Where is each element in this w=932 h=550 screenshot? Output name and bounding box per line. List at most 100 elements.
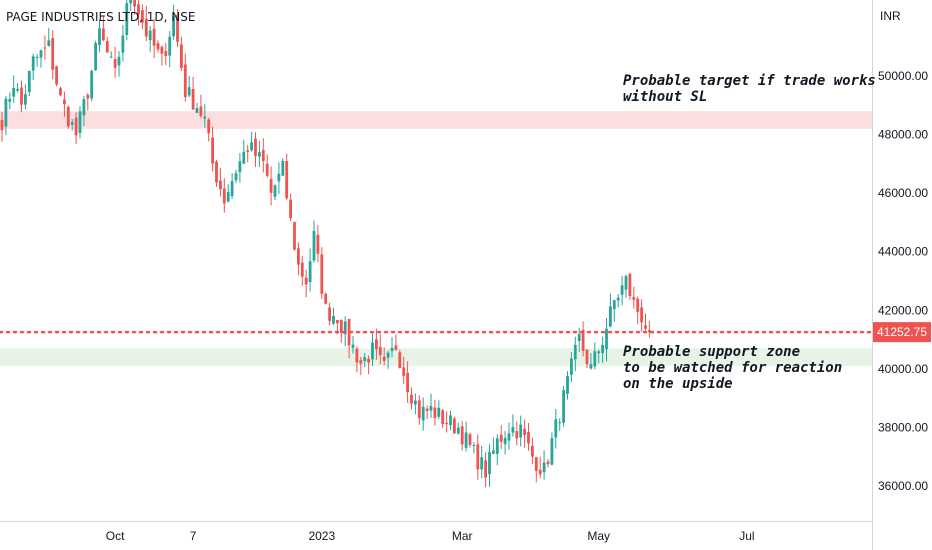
candle-body (304, 277, 308, 285)
candle (601, 336, 604, 364)
candle (351, 336, 355, 354)
candle (550, 432, 554, 466)
candle (293, 221, 296, 251)
target-annotation: Probable target if trade works without S… (623, 73, 876, 105)
candle-body (554, 419, 558, 438)
candle-body (636, 298, 640, 312)
candle (156, 40, 160, 53)
candle (39, 49, 43, 68)
candle (203, 104, 207, 128)
candle (464, 421, 468, 452)
candle (24, 84, 27, 110)
candle-body (441, 410, 445, 424)
candle (109, 51, 113, 59)
candle-body (336, 320, 339, 324)
candle-body (113, 59, 117, 68)
candle (246, 144, 250, 163)
y-tick-label: 44000.00 (878, 245, 928, 259)
candle (320, 247, 324, 299)
candle-body (47, 40, 51, 47)
candle-body (339, 319, 343, 333)
candle-body (109, 56, 113, 58)
candle (234, 169, 238, 184)
candle (355, 346, 359, 373)
candle-body (211, 137, 214, 164)
candle-body (98, 28, 101, 46)
candle-body (460, 426, 464, 445)
candle (577, 328, 581, 352)
candle (449, 410, 452, 431)
candle-body (51, 38, 55, 70)
candle (456, 422, 460, 435)
candle-body (183, 64, 187, 98)
candle (503, 430, 507, 455)
candle-body (273, 185, 277, 197)
y-tick-label: 46000.00 (878, 186, 928, 200)
candle-body (129, 0, 133, 4)
candle (94, 40, 97, 72)
candle-body (121, 35, 125, 53)
candle-body (215, 161, 218, 183)
candle-body (133, 0, 136, 7)
candle (316, 225, 320, 263)
candle-body (632, 296, 636, 300)
candle-body (406, 372, 409, 393)
candle-body (624, 276, 628, 290)
candle-body (445, 422, 448, 425)
candle (113, 46, 117, 78)
candle (55, 65, 58, 87)
candle (269, 166, 273, 206)
candle (585, 349, 589, 368)
candle-body (254, 138, 257, 156)
candle-body (24, 94, 27, 105)
candle-body (456, 427, 460, 434)
candle (609, 293, 612, 328)
candle-body (226, 192, 230, 202)
candle-body (277, 173, 281, 182)
candle (230, 173, 234, 200)
candle-body (82, 99, 86, 116)
candle-body (464, 432, 468, 448)
candle-body (382, 356, 386, 361)
candle (281, 158, 285, 177)
candle (531, 437, 534, 465)
candle (121, 25, 125, 62)
candle-body (355, 348, 359, 363)
candle (433, 399, 437, 426)
candle-body (43, 47, 47, 49)
candle (339, 319, 343, 343)
candle (141, 4, 144, 30)
candle (566, 371, 569, 400)
candle-body (375, 339, 378, 350)
candle-body (176, 14, 179, 42)
candle (277, 162, 281, 195)
candle-body (367, 358, 370, 363)
candle (386, 350, 390, 369)
candle-body (324, 293, 328, 304)
candle-body (378, 346, 382, 355)
candle (511, 414, 515, 437)
candle-body (570, 358, 573, 375)
candle-body (137, 4, 140, 15)
candle-body (156, 43, 160, 50)
candle-body (449, 415, 452, 426)
candle (160, 45, 164, 66)
candle-body (172, 16, 175, 37)
candle (492, 437, 495, 455)
candle (324, 292, 328, 305)
candle-body (531, 445, 534, 457)
y-tick-label: 36000.00 (878, 479, 928, 493)
candle-body (609, 306, 612, 327)
x-tick-label: Oct (106, 529, 125, 543)
support-zone (0, 348, 872, 366)
candle (51, 30, 55, 80)
candle (35, 53, 39, 67)
candle (480, 445, 484, 479)
candle (546, 458, 550, 468)
candle-body (542, 462, 546, 473)
candle (495, 434, 499, 466)
candle-body (511, 426, 515, 433)
candle-body (527, 431, 530, 444)
candle (484, 452, 487, 488)
